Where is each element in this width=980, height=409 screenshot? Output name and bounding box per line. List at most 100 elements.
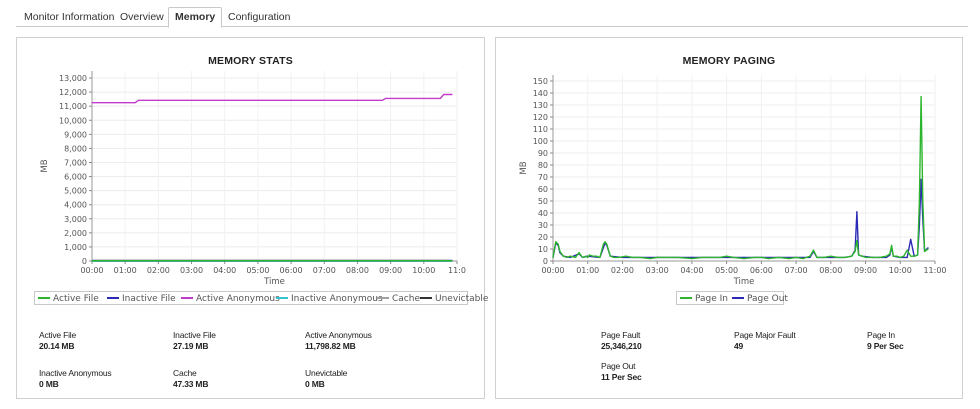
stat-active-anonymous: Active Anonymous 11,798.82 MB: [305, 330, 372, 352]
data-point: [595, 255, 598, 257]
data-point: [134, 102, 136, 104]
x-tick-label: 02:00: [611, 266, 634, 275]
data-point: [809, 255, 811, 257]
x-tick-label: 07:00: [313, 266, 336, 275]
stat-label: Unevictable: [305, 368, 348, 378]
data-point: [552, 256, 554, 258]
legend-label: Page In: [695, 294, 729, 304]
y-tick-label: 90: [538, 149, 548, 158]
memory-stats-legend: Active File Inactive File Active Anonymo…: [34, 291, 488, 306]
data-point: [632, 256, 634, 258]
tab-overview[interactable]: Overview: [120, 11, 164, 23]
data-point: [830, 256, 832, 258]
stat-active-file: Active File 20.14 MB: [39, 330, 76, 352]
data-point: [726, 255, 728, 257]
data-point: [767, 258, 769, 260]
stat-inactive-file: Inactive File 27.19 MB: [173, 330, 216, 352]
x-tick-label: 03:00: [646, 266, 669, 275]
legend-item-cache[interactable]: Cache: [377, 292, 420, 306]
data-point: [864, 256, 867, 258]
data-point: [451, 93, 453, 96]
y-tick-label: 0: [543, 257, 548, 266]
data-point: [385, 97, 387, 100]
data-point: [917, 254, 919, 256]
stat-value: 25,346,210: [601, 341, 642, 351]
legend-label: Cache: [392, 294, 420, 304]
stat-value: 47.33 MB: [173, 379, 209, 389]
data-point: [913, 255, 915, 257]
y-tick-label: 10: [538, 245, 548, 254]
data-point: [439, 97, 442, 100]
x-tick-label: 11:0: [448, 266, 466, 275]
stat-label: Page Out: [601, 361, 636, 371]
data-point: [708, 256, 710, 258]
tab-memory[interactable]: Memory: [168, 7, 223, 28]
data-point: [137, 99, 140, 101]
stat-page-major-fault: Page Major Fault 49: [734, 330, 796, 352]
tab-bar: Monitor Information Overview Memory Conf…: [16, 7, 968, 28]
tab-configuration[interactable]: Configuration: [228, 11, 291, 23]
data-point: [812, 249, 815, 251]
memory-paging-chart: 0 10 20 30 40 50 60 70 80 90 100 110 120 130 140 150 00:…: [519, 75, 947, 287]
series-line-page-out: [552, 178, 929, 259]
legend-swatch: [38, 296, 50, 299]
legend-item-inactive-anonymous[interactable]: Inactive Anonymous: [276, 292, 383, 306]
memory-stats-panel: MEMORY STATS 0 1,000 2,000 3,000 4,000 5,000 6…: [16, 37, 488, 399]
stat-value: 0 MB: [39, 379, 59, 389]
x-tick-label: 01:00: [576, 266, 599, 275]
data-point: [581, 256, 584, 258]
tab-monitor-information[interactable]: Monitor Information: [24, 11, 115, 23]
series-line-active-anonymous: [92, 93, 452, 104]
stat-value: 20.14 MB: [39, 341, 75, 351]
data-point: [903, 255, 905, 257]
memory-paging-panel: MEMORY PAGING 0 10 20 30 40 50 60 70 80 90 100 110 1…: [495, 37, 963, 399]
legend-label: Unevictable: [435, 294, 489, 304]
x-tick-label: 08:00: [819, 266, 842, 275]
stat-value: 11,798.82 MB: [305, 341, 356, 351]
legend-item-page-in[interactable]: Page In: [680, 292, 728, 306]
data-point: [557, 243, 559, 245]
y-tick-label: 12,000: [59, 88, 87, 97]
x-tick-label: 00:00: [80, 266, 103, 275]
data-point: [578, 252, 580, 254]
legend-swatch: [680, 296, 692, 299]
data-point: [701, 256, 703, 258]
y-tick-label: 60: [538, 185, 548, 194]
y-tick-label: 140: [533, 89, 548, 98]
x-tick-label: 07:00: [785, 266, 808, 275]
data-point: [910, 255, 912, 257]
y-tick-label: 7,000: [64, 158, 87, 167]
stat-page-fault: Page Fault 25,346,210: [601, 330, 642, 352]
data-point: [878, 256, 881, 258]
data-point: [381, 99, 383, 101]
y-tick-label: 50: [538, 197, 548, 206]
legend-item-active-file[interactable]: Active File: [38, 292, 99, 306]
legend-item-active-anonymous[interactable]: Active Anonymous: [181, 292, 280, 306]
legend-label: Inactive File: [122, 294, 176, 304]
data-point: [587, 256, 589, 258]
data-point: [927, 248, 929, 250]
data-point: [896, 255, 898, 257]
legend-swatch: [276, 296, 288, 299]
legend-swatch: [107, 296, 119, 299]
data-point: [91, 102, 93, 104]
data-point: [726, 256, 728, 258]
legend-item-inactive-file[interactable]: Inactive File: [107, 292, 176, 306]
y-tick-label: 13,000: [59, 74, 87, 83]
data-point: [566, 256, 568, 258]
y-tick-label: 130: [533, 101, 548, 110]
data-point: [906, 256, 908, 258]
stat-label: Active File: [39, 330, 77, 340]
data-point: [743, 258, 745, 260]
stat-value: 0 MB: [305, 379, 325, 389]
data-point: [443, 93, 445, 96]
data-point: [613, 256, 615, 258]
stat-label: Page Major Fault: [734, 330, 796, 340]
y-tick-label: 80: [538, 161, 548, 170]
data-point: [778, 256, 780, 258]
legend-item-page-out[interactable]: Page Out: [732, 292, 788, 306]
legend-item-unevictable[interactable]: Unevictable: [420, 292, 488, 306]
data-point: [606, 243, 608, 245]
data-point: [923, 250, 926, 252]
data-point: [691, 258, 693, 260]
